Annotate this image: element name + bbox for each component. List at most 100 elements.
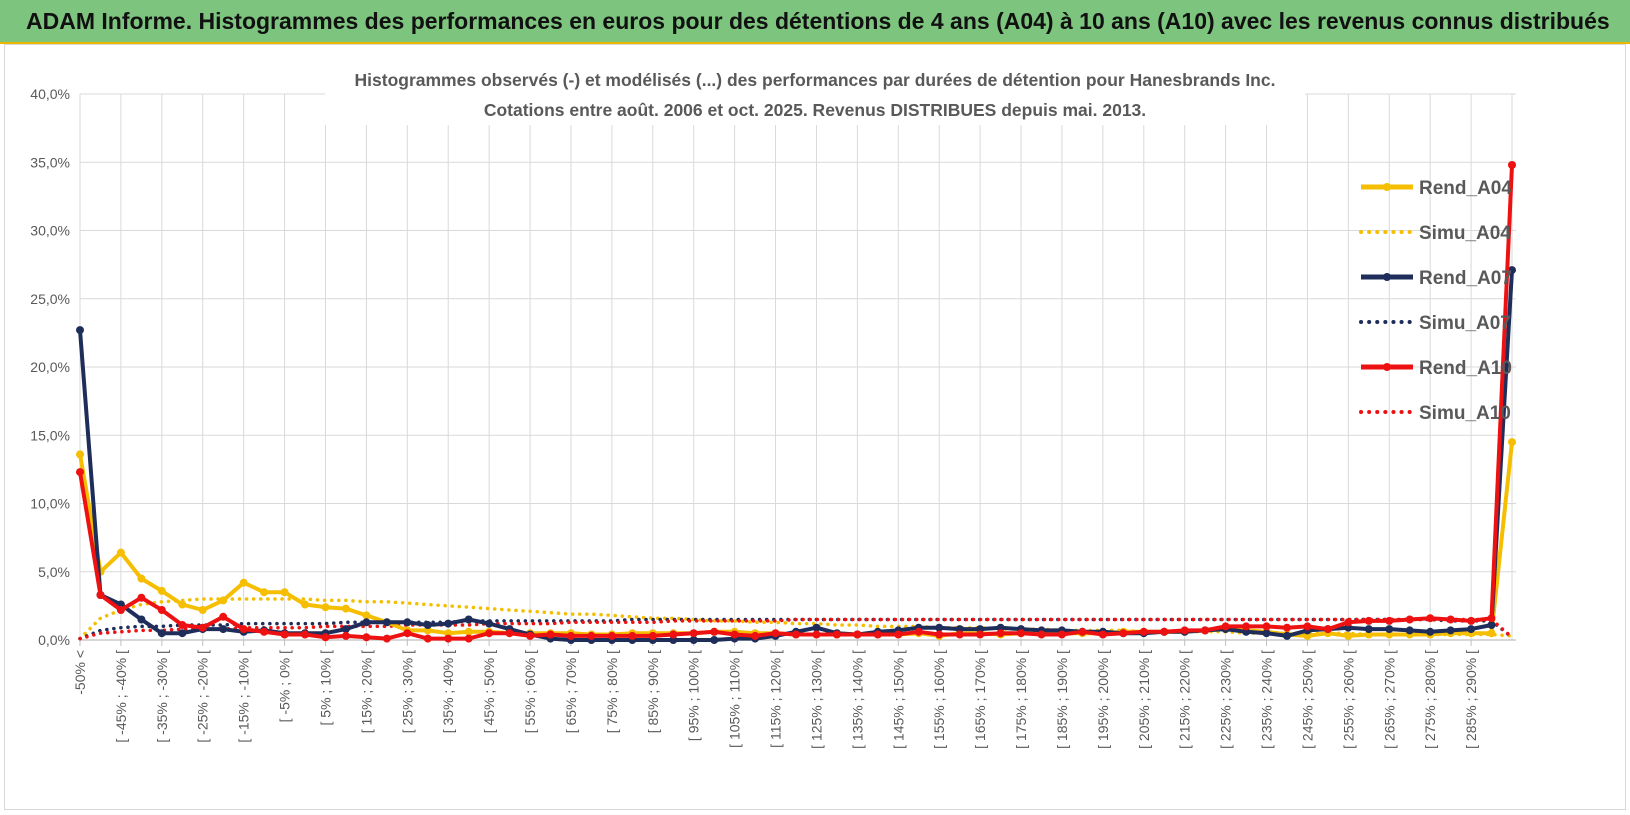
x-axis-ticks: -50% < [ -45% ; -40% [[ -35% ; -30% [[ -2… (72, 640, 1479, 749)
x-tick-label: [ 175% ; 180% [ (1013, 650, 1029, 749)
x-tick-label: [ 225% ; 230% [ (1218, 650, 1234, 749)
x-tick-label: [ 265% ; 270% [ (1381, 650, 1397, 749)
legend-label: Simu_A07 (1419, 313, 1511, 334)
x-tick-label: [ 85% ; 90% [ (645, 650, 661, 733)
data-point (526, 631, 535, 640)
data-point (976, 630, 985, 639)
data-point (1508, 161, 1516, 169)
data-point (1017, 629, 1025, 638)
data-point (157, 606, 166, 614)
x-tick-label: [ 165% ; 170% [ (972, 650, 988, 749)
x-tick-label: [ 25% ; 30% [ (399, 650, 415, 733)
x-tick-label: [ 45% ; 50% [ (481, 650, 497, 733)
x-tick-label: [ 155% ; 160% [ (931, 650, 947, 749)
data-point (1160, 627, 1169, 636)
data-point (751, 631, 760, 640)
data-point (198, 623, 207, 632)
data-point (1467, 616, 1476, 625)
series-line (78, 440, 1514, 638)
data-point (157, 586, 166, 595)
data-point (1364, 616, 1373, 625)
series-rend-a07 (76, 266, 1516, 644)
data-point (792, 630, 800, 639)
legend: Rend_A04 Simu_A04 Rend_A07 Simu_A07 Rend_A10… (1359, 178, 1512, 424)
data-point (157, 629, 166, 638)
data-point (116, 548, 125, 557)
data-point (955, 630, 964, 639)
x-tick-label: [ 105% ; 110% [ (727, 650, 743, 748)
data-point (1242, 622, 1251, 631)
data-point (321, 603, 330, 612)
x-tick-label: [ 75% ; 80% [ (604, 650, 620, 733)
data-point (996, 623, 1005, 632)
legend-label: Simu_A04 (1419, 223, 1511, 244)
x-tick-label: [ -45% ; -40% [ (113, 650, 129, 743)
data-point (137, 615, 146, 624)
data-point (219, 625, 228, 634)
data-point (1201, 626, 1210, 635)
legend-marker (1383, 273, 1391, 281)
data-point (260, 627, 269, 636)
x-tick-label: [ 145% ; 150% [ (890, 650, 906, 749)
legend-marker (1383, 183, 1391, 191)
data-point (914, 627, 923, 636)
data-point (260, 588, 269, 597)
x-tick-label: [ -35% ; -30% [ (154, 650, 170, 743)
x-tick-label: [ 235% ; 240% [ (1259, 650, 1275, 749)
data-point (1487, 629, 1496, 638)
data-point (1487, 621, 1496, 629)
legend-item: Rend_A10 (1361, 358, 1512, 379)
data-point (280, 630, 289, 639)
series-simu-a10 (78, 617, 1514, 641)
data-point (362, 633, 371, 642)
data-point (198, 606, 207, 614)
data-point (505, 629, 514, 638)
data-point (301, 630, 309, 639)
x-tick-label: [ 215% ; 220% [ (1177, 650, 1193, 749)
x-tick-label: [ 115% ; 120% [ (768, 650, 784, 748)
data-point (1262, 622, 1271, 631)
data-point (1037, 630, 1046, 639)
chart-title-background (325, 63, 1305, 125)
data-point (76, 450, 84, 459)
data-point (1446, 615, 1455, 624)
data-point (1303, 622, 1312, 631)
data-point (771, 629, 780, 638)
data-point (1323, 625, 1332, 634)
data-point (137, 574, 146, 583)
legend-label: Rend_A10 (1419, 358, 1512, 379)
data-point (648, 631, 657, 640)
grid-layer (79, 93, 1516, 641)
data-point (587, 631, 596, 640)
data-point (730, 630, 739, 639)
data-point (689, 636, 698, 644)
data-point (1487, 614, 1496, 623)
data-point (178, 600, 187, 609)
data-point (669, 630, 678, 639)
data-point (485, 619, 494, 628)
x-tick-label: [ 5% ; 10% [ (317, 650, 333, 726)
series-rend-a04 (76, 438, 1516, 640)
legend-marker (1383, 363, 1391, 371)
data-point (1221, 622, 1230, 631)
data-point (444, 619, 453, 628)
x-tick-label: [ -15% ; -10% [ (236, 650, 252, 743)
data-point (1057, 630, 1066, 639)
legend-item: Simu_A10 (1359, 403, 1511, 424)
x-tick-label: [ 65% ; 70% [ (563, 650, 579, 733)
legend-item: Simu_A07 (1359, 313, 1511, 334)
data-point (116, 606, 125, 614)
data-point (341, 631, 350, 640)
data-point (1426, 614, 1435, 623)
y-tick-label: 20,0% (30, 359, 70, 375)
data-point (382, 618, 391, 627)
data-point (669, 636, 678, 644)
data-point (219, 596, 228, 605)
series-layer (76, 161, 1516, 644)
data-point (239, 578, 248, 587)
series-line (78, 163, 1514, 641)
data-point (628, 631, 637, 640)
legend-label: Rend_A04 (1419, 178, 1512, 199)
x-tick-label: [ 195% ; 200% [ (1095, 650, 1111, 749)
